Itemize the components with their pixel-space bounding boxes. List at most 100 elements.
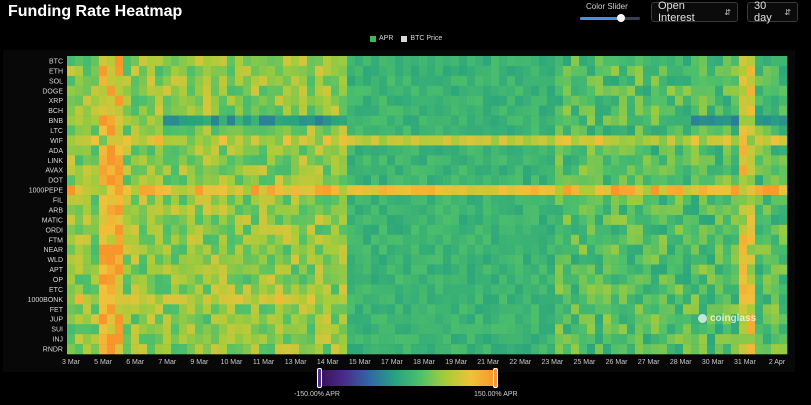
heatmap-cell[interactable] xyxy=(299,344,308,355)
heatmap-cell[interactable] xyxy=(323,314,332,325)
heatmap-cell[interactable] xyxy=(531,95,540,106)
heatmap-cell[interactable] xyxy=(427,185,436,196)
heatmap-cell[interactable] xyxy=(99,234,108,246)
heatmap-cell[interactable] xyxy=(723,284,732,295)
heatmap-cell[interactable] xyxy=(107,135,116,146)
heatmap-cell[interactable] xyxy=(563,294,572,305)
heatmap-cell[interactable] xyxy=(611,185,620,196)
heatmap-cell[interactable] xyxy=(475,244,484,255)
heatmap-cell[interactable] xyxy=(347,95,356,106)
heatmap-cell[interactable] xyxy=(675,274,684,285)
heatmap-cell[interactable] xyxy=(323,125,332,136)
heatmap-cell[interactable] xyxy=(91,264,100,275)
heatmap-cell[interactable] xyxy=(507,214,516,226)
heatmap-cell[interactable] xyxy=(283,324,292,335)
heatmap-cell[interactable] xyxy=(779,334,788,345)
heatmap-cell[interactable] xyxy=(779,195,788,206)
heatmap-cell[interactable] xyxy=(723,75,732,87)
heatmap-cell[interactable] xyxy=(707,205,716,216)
heatmap-cell[interactable] xyxy=(227,65,236,77)
heatmap-cell[interactable] xyxy=(483,85,492,97)
heatmap-cell[interactable] xyxy=(523,185,532,196)
heatmap-cell[interactable] xyxy=(611,95,620,106)
heatmap-cell[interactable] xyxy=(635,274,644,285)
heatmap-cell[interactable] xyxy=(651,105,660,116)
heatmap-cell[interactable] xyxy=(315,105,324,116)
heatmap-cell[interactable] xyxy=(611,56,620,67)
heatmap-cell[interactable] xyxy=(163,155,172,166)
heatmap-cell[interactable] xyxy=(339,115,348,126)
heatmap-cell[interactable] xyxy=(147,155,156,166)
heatmap-cell[interactable] xyxy=(331,95,340,106)
heatmap-cell[interactable] xyxy=(691,165,700,176)
heatmap-cell[interactable] xyxy=(531,304,540,315)
heatmap-cell[interactable] xyxy=(635,65,644,77)
heatmap-cell[interactable] xyxy=(523,254,532,265)
heatmap-cell[interactable] xyxy=(627,165,636,176)
heatmap-cell[interactable] xyxy=(243,195,252,206)
heatmap-cell[interactable] xyxy=(483,205,492,216)
heatmap-cell[interactable] xyxy=(355,224,364,236)
heatmap-cell[interactable] xyxy=(387,145,396,156)
heatmap-cell[interactable] xyxy=(779,165,788,176)
heatmap-cell[interactable] xyxy=(371,254,380,265)
heatmap-cell[interactable] xyxy=(475,234,484,246)
heatmap-cell[interactable] xyxy=(675,205,684,216)
heatmap-cell[interactable] xyxy=(643,314,652,325)
heatmap-cell[interactable] xyxy=(667,165,676,176)
heatmap-cell[interactable] xyxy=(715,214,724,226)
heatmap-cell[interactable] xyxy=(379,284,388,295)
heatmap-cell[interactable] xyxy=(259,165,268,176)
heatmap-cell[interactable] xyxy=(451,294,460,305)
heatmap-cell[interactable] xyxy=(139,85,148,97)
heatmap-cell[interactable] xyxy=(163,165,172,176)
heatmap-cell[interactable] xyxy=(355,185,364,196)
heatmap-cell[interactable] xyxy=(755,334,764,345)
heatmap-cell[interactable] xyxy=(267,75,276,87)
heatmap-cell[interactable] xyxy=(755,264,764,275)
heatmap-cell[interactable] xyxy=(507,65,516,77)
heatmap-cell[interactable] xyxy=(483,234,492,246)
heatmap-cell[interactable] xyxy=(507,344,516,355)
heatmap-cell[interactable] xyxy=(675,175,684,186)
heatmap-cell[interactable] xyxy=(307,125,316,136)
heatmap-cell[interactable] xyxy=(115,185,124,196)
heatmap-cell[interactable] xyxy=(595,334,604,345)
heatmap-cell[interactable] xyxy=(523,195,532,206)
heatmap-cell[interactable] xyxy=(267,95,276,106)
heatmap-cell[interactable] xyxy=(259,234,268,246)
heatmap-cell[interactable] xyxy=(675,304,684,315)
heatmap-cell[interactable] xyxy=(451,145,460,156)
heatmap-cell[interactable] xyxy=(99,56,108,67)
heatmap-cell[interactable] xyxy=(187,195,196,206)
heatmap-cell[interactable] xyxy=(195,155,204,166)
heatmap-cell[interactable] xyxy=(611,125,620,136)
heatmap-cell[interactable] xyxy=(523,244,532,255)
heatmap-cell[interactable] xyxy=(659,125,668,136)
heatmap-cell[interactable] xyxy=(171,294,180,305)
heatmap-cell[interactable] xyxy=(699,135,708,146)
heatmap-cell[interactable] xyxy=(603,344,612,355)
heatmap-cell[interactable] xyxy=(315,165,324,176)
heatmap-cell[interactable] xyxy=(731,65,740,77)
heatmap-cell[interactable] xyxy=(371,165,380,176)
heatmap-cell[interactable] xyxy=(579,244,588,255)
heatmap-cell[interactable] xyxy=(755,244,764,255)
heatmap-cell[interactable] xyxy=(379,115,388,126)
heatmap-cell[interactable] xyxy=(131,115,140,126)
heatmap-cell[interactable] xyxy=(91,185,100,196)
heatmap-cell[interactable] xyxy=(635,125,644,136)
heatmap-cell[interactable] xyxy=(443,135,452,146)
heatmap-cell[interactable] xyxy=(131,185,140,196)
heatmap-cell[interactable] xyxy=(139,105,148,116)
heatmap-cell[interactable] xyxy=(515,95,524,106)
heatmap-cell[interactable] xyxy=(739,244,748,255)
heatmap-cell[interactable] xyxy=(187,264,196,275)
heatmap-cell[interactable] xyxy=(595,254,604,265)
heatmap-cell[interactable] xyxy=(707,304,716,315)
heatmap-cell[interactable] xyxy=(243,334,252,345)
heatmap-cell[interactable] xyxy=(163,195,172,206)
heatmap-cell[interactable] xyxy=(347,175,356,186)
heatmap-cell[interactable] xyxy=(411,195,420,206)
heatmap-cell[interactable] xyxy=(187,214,196,226)
